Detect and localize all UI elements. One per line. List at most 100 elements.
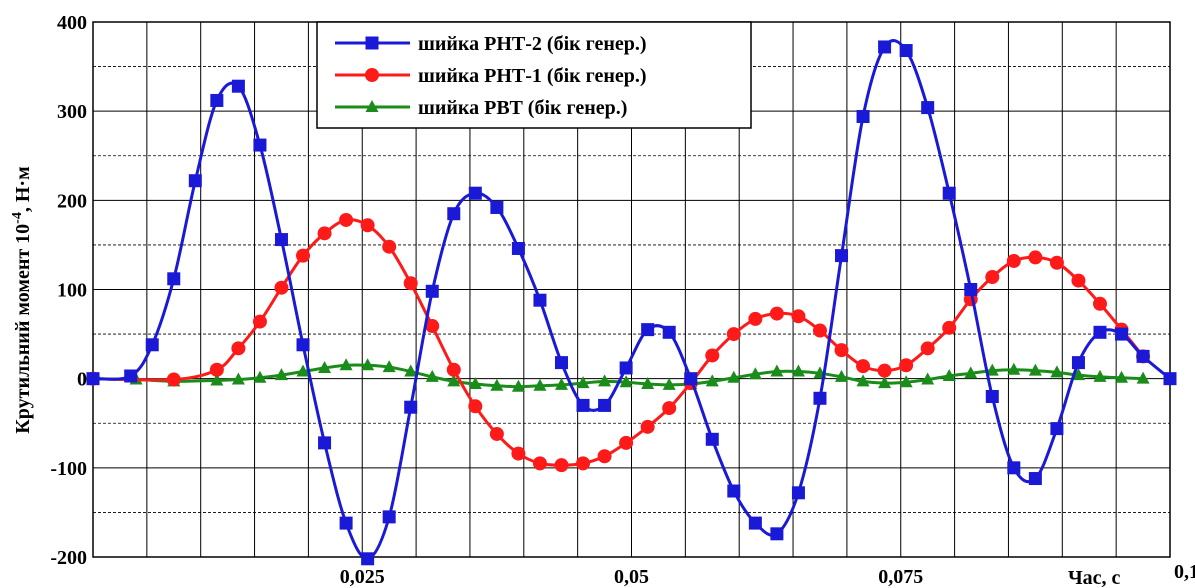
data-point <box>468 186 482 200</box>
data-point <box>231 372 245 385</box>
data-point <box>167 272 181 286</box>
data-point <box>124 369 138 383</box>
data-point <box>296 248 311 263</box>
data-point <box>662 401 677 416</box>
series-2 <box>86 212 1151 473</box>
data-point <box>274 280 289 295</box>
data-point <box>920 341 935 356</box>
data-point <box>1050 422 1064 436</box>
data-point <box>942 320 957 335</box>
legend-entry-label: шийка РНТ-1 (бік генер.) <box>418 65 647 87</box>
data-point <box>791 364 805 377</box>
data-point <box>748 367 762 380</box>
data-point <box>576 456 591 471</box>
data-point <box>921 101 935 115</box>
data-point <box>942 186 956 200</box>
data-point <box>1092 296 1107 311</box>
data-point <box>942 368 956 381</box>
legend-marker <box>365 100 379 112</box>
data-point <box>1163 372 1177 386</box>
data-point <box>425 369 439 382</box>
data-point <box>726 327 741 342</box>
data-point <box>382 239 397 254</box>
data-point <box>662 325 676 339</box>
x-axis-label: Час, с <box>1068 567 1121 588</box>
data-point <box>1007 461 1021 475</box>
data-point <box>662 377 676 390</box>
data-point <box>145 338 159 352</box>
data-point <box>576 398 590 412</box>
data-point <box>339 212 354 227</box>
data-point <box>274 368 288 381</box>
data-point <box>576 376 590 389</box>
series-layer <box>86 39 1177 566</box>
data-point <box>447 374 461 387</box>
data-point <box>489 426 504 441</box>
data-point <box>684 372 698 386</box>
data-point <box>490 200 504 214</box>
legend-entry-label: шийка РВТ (бік генер.) <box>418 97 627 119</box>
data-point <box>705 348 720 363</box>
data-point <box>1050 365 1064 378</box>
series-1 <box>86 39 1177 566</box>
data-point <box>835 249 849 263</box>
data-point <box>511 379 525 392</box>
data-point <box>1028 363 1042 376</box>
data-point <box>403 276 418 291</box>
data-point <box>274 233 288 247</box>
data-point <box>1136 371 1150 384</box>
data-point <box>210 373 224 386</box>
x-tick-label: 0,1 <box>1174 561 1195 583</box>
legend-entry-label: шийка РНТ-2 (бік генер.) <box>418 33 647 55</box>
data-point <box>1028 472 1042 486</box>
data-point <box>619 361 633 375</box>
data-point <box>619 435 634 450</box>
data-point <box>404 400 418 414</box>
data-point <box>468 399 483 414</box>
legend-marker <box>365 36 379 50</box>
data-point <box>382 510 396 524</box>
data-point <box>899 44 913 58</box>
data-point <box>598 398 612 412</box>
legend-marker <box>365 68 379 82</box>
x-tick-label: 0,05 <box>614 566 649 588</box>
data-point <box>468 377 482 390</box>
data-point <box>1028 250 1043 265</box>
x-tick-label: 0,075 <box>878 566 923 588</box>
data-point <box>554 377 568 390</box>
data-point <box>318 436 332 450</box>
data-point <box>964 366 978 379</box>
data-point <box>769 306 784 321</box>
data-point <box>382 360 396 373</box>
data-point <box>1049 255 1064 270</box>
data-point <box>317 226 332 241</box>
data-point <box>597 449 612 464</box>
data-point <box>339 516 353 530</box>
data-point <box>813 391 827 405</box>
y-tick-label: -200 <box>50 547 87 569</box>
data-point <box>748 516 762 530</box>
data-point <box>554 356 568 370</box>
data-point <box>339 358 353 371</box>
data-point <box>447 207 461 221</box>
data-point <box>446 362 461 377</box>
data-point <box>748 311 763 326</box>
tick-labels: 400 300 200 100 0 -100 -200 0,025 0,05 0,075 0,1 <box>50 12 1195 588</box>
data-point <box>791 309 806 324</box>
data-point <box>856 374 870 387</box>
data-point <box>899 375 913 388</box>
data-point <box>770 364 784 377</box>
x-tick-label: 0,025 <box>340 566 385 588</box>
data-point <box>812 323 827 338</box>
data-point <box>1006 253 1021 268</box>
data-point <box>490 378 504 391</box>
data-point <box>554 458 569 473</box>
data-point <box>404 364 418 377</box>
data-point <box>985 390 999 403</box>
y-tick-label: 400 <box>57 12 87 34</box>
data-point <box>619 375 633 388</box>
data-point <box>985 363 999 376</box>
data-point <box>210 93 224 107</box>
y-tick-label: 300 <box>57 101 87 123</box>
